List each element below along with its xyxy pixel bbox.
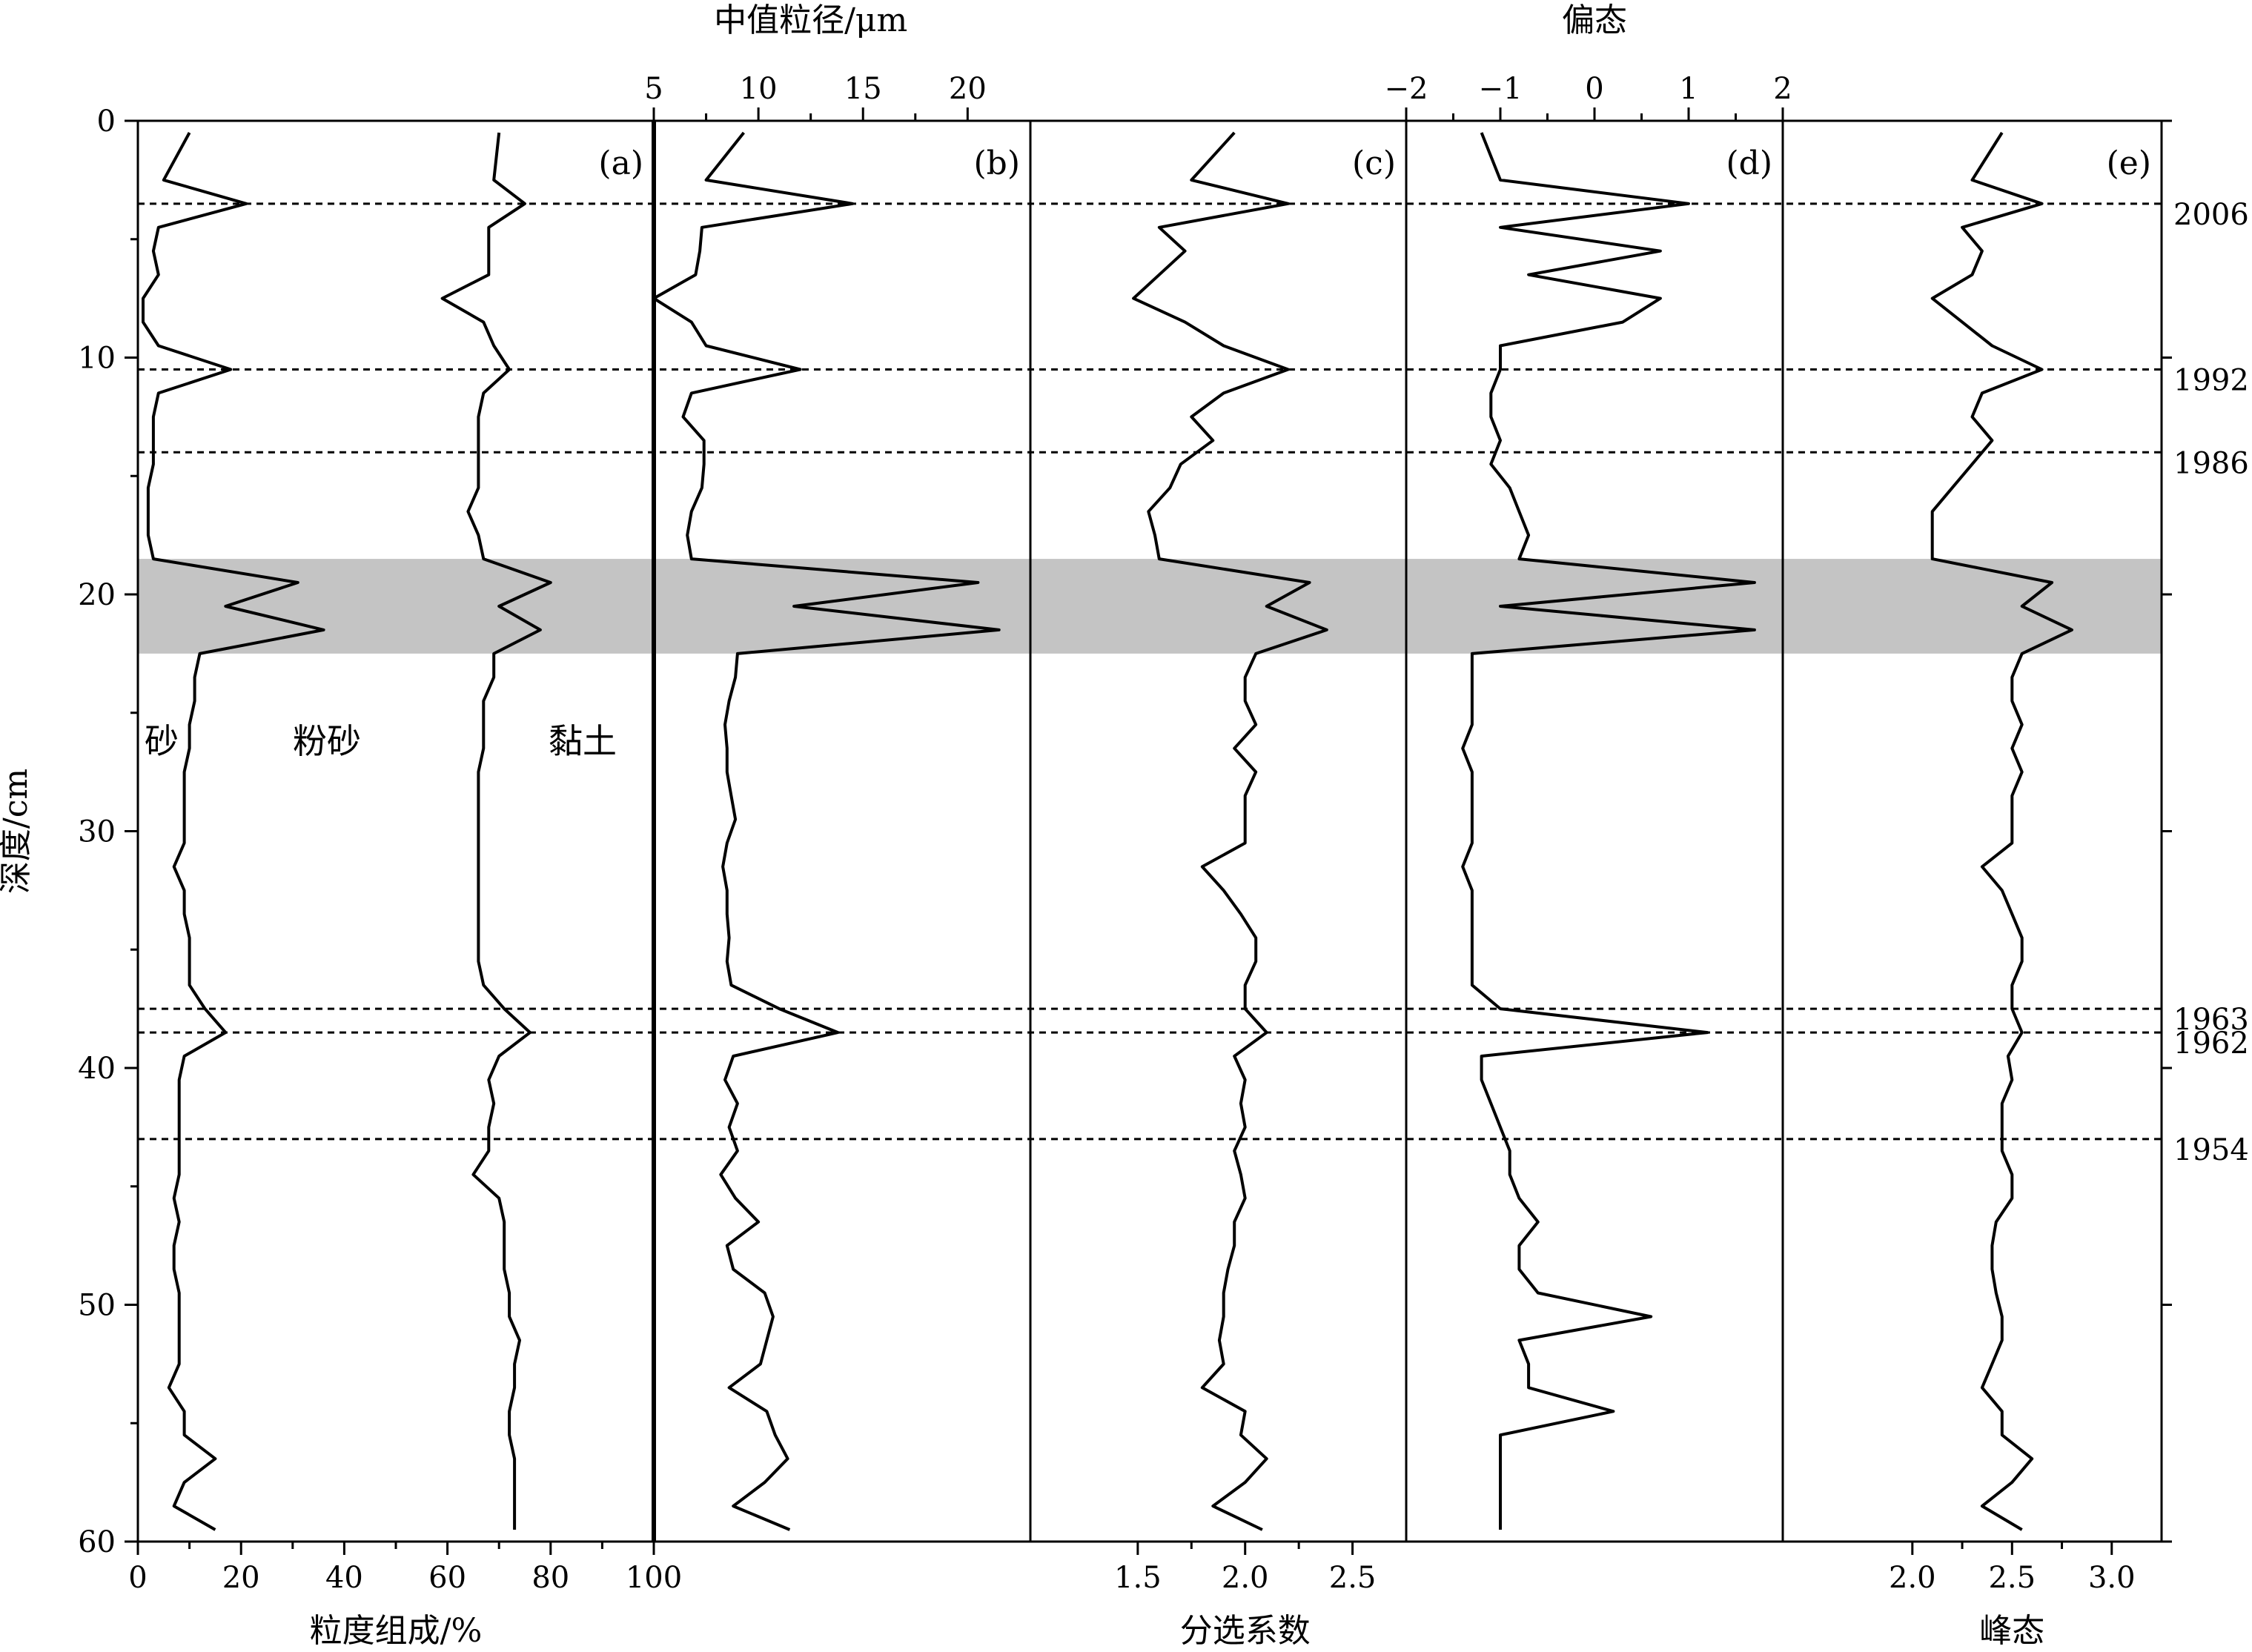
region-label-2: 黏土 xyxy=(549,721,617,761)
region-label-1: 粉砂 xyxy=(293,721,361,761)
panel-label-a: (a) xyxy=(598,145,643,182)
x-tick-label-e: 3.0 xyxy=(2088,1561,2136,1595)
x-tick-label-a: 40 xyxy=(325,1561,363,1595)
depth-tick-label-40: 40 xyxy=(78,1052,116,1086)
x-tick-label-d: 0 xyxy=(1585,72,1603,106)
x-axis-title-c: 分选系数 xyxy=(1180,1612,1311,1650)
x-tick-label-a: 60 xyxy=(428,1561,466,1595)
panel-label-b: (b) xyxy=(974,145,1021,182)
series-line-d-0 xyxy=(1461,132,1756,1530)
region-label-0: 砂 xyxy=(145,721,179,761)
depth-tick-label-30: 30 xyxy=(78,815,116,849)
plot-frame xyxy=(136,119,2163,1543)
depth-axis-title: 深度/cm xyxy=(0,769,35,894)
highlight-band-layer xyxy=(138,559,2162,654)
x-tick-label-c: 2.5 xyxy=(1329,1561,1377,1595)
x-tick-label-b: 10 xyxy=(740,72,778,106)
series-layer xyxy=(142,131,2073,1531)
x-tick-label-c: 2.0 xyxy=(1222,1561,1269,1595)
panel-label-c: (c) xyxy=(1352,145,1396,182)
x-tick-label-a: 0 xyxy=(128,1561,147,1595)
x-tick-label-b: 5 xyxy=(644,72,663,106)
x-tick-label-a: 80 xyxy=(531,1561,569,1595)
year-label-2006: 2006 xyxy=(2173,198,2249,232)
year-label-1992: 1992 xyxy=(2173,363,2249,397)
x-tick-label-b: 15 xyxy=(844,72,882,106)
panel-label-e: (e) xyxy=(2107,145,2151,182)
x-tick-label-e: 2.0 xyxy=(1889,1561,1936,1595)
x-tick-label-b: 20 xyxy=(949,72,987,106)
panel-label-d: (d) xyxy=(1726,145,1773,182)
series-line-b-0 xyxy=(652,131,1001,1531)
depth-tick-label-50: 50 xyxy=(78,1289,116,1323)
year-label-1954: 1954 xyxy=(2173,1133,2249,1167)
x-tick-label-d: 1 xyxy=(1679,72,1698,106)
series-line-e-0 xyxy=(1930,131,2073,1531)
x-tick-label-a: 20 xyxy=(222,1561,260,1595)
series-line-a-0 xyxy=(142,132,325,1531)
x-tick-label-d: −2 xyxy=(1385,72,1428,106)
depth-tick-label-0: 0 xyxy=(97,105,116,139)
x-axis-title-e: 峰态 xyxy=(1979,1612,2044,1650)
x-tick-label-d: −1 xyxy=(1479,72,1523,106)
depth-tick-label-60: 60 xyxy=(78,1525,116,1559)
depth-tick-label-10: 10 xyxy=(78,342,116,376)
year-label-1963: 1963 xyxy=(2173,1003,2249,1037)
x-tick-label-d: 2 xyxy=(1773,72,1792,106)
x-axis-title-d: 偏态 xyxy=(1562,1,1627,39)
year-label-1962: 1962 xyxy=(2173,1026,2249,1061)
x-tick-label-e: 2.5 xyxy=(1988,1561,2036,1595)
series-line-c-0 xyxy=(1132,131,1328,1531)
highlight-band xyxy=(138,559,2162,654)
x-tick-label-c: 1.5 xyxy=(1114,1561,1162,1595)
x-tick-label-a: 100 xyxy=(626,1561,682,1595)
depth-tick-label-20: 20 xyxy=(78,578,116,612)
event-lines-layer xyxy=(138,202,2162,1141)
x-axis-title-b: 中值粒径/μm xyxy=(714,1,907,39)
axes-layer xyxy=(125,107,2172,1555)
x-axis-title-a: 粒度组成/% xyxy=(310,1612,483,1650)
series-line-a-1 xyxy=(440,132,552,1530)
year-label-1986: 1986 xyxy=(2173,446,2249,480)
